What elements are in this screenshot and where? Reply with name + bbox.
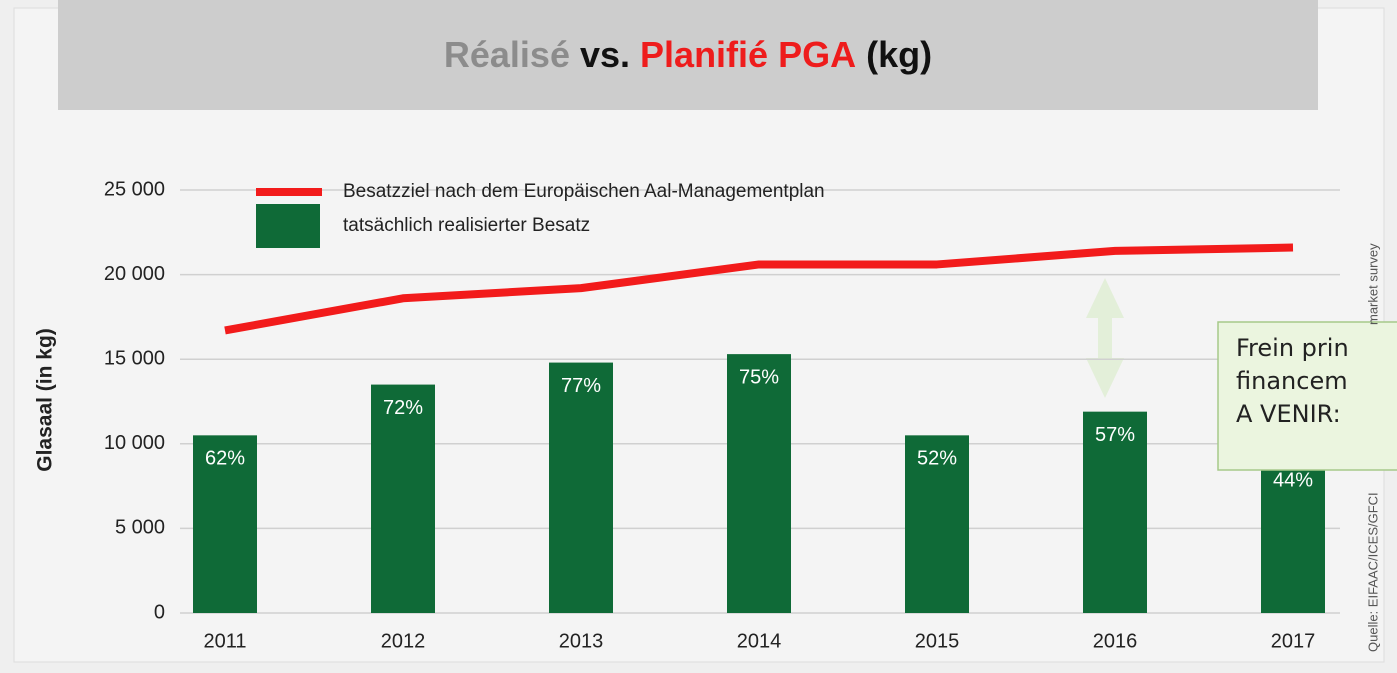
x-tick-label: 2017 xyxy=(1271,630,1316,652)
bar-label: 57% xyxy=(1095,424,1135,446)
annotation-text: Frein prin xyxy=(1236,334,1349,362)
y-axis-label: Glasaal (in kg) xyxy=(34,328,57,472)
bar-label: 44% xyxy=(1273,470,1313,492)
bar-label: 75% xyxy=(739,366,779,388)
legend-label: Besatzziel nach dem Europäischen Aal-Man… xyxy=(343,181,825,202)
bar xyxy=(193,435,257,613)
line xyxy=(224,243,1294,335)
bar xyxy=(905,435,969,613)
y-tick-label: 5 000 xyxy=(115,517,165,539)
title-part: Réalisé xyxy=(444,34,570,75)
x-tick-label: 2015 xyxy=(915,630,960,652)
bar xyxy=(1261,457,1325,613)
annotation-box xyxy=(1217,321,1397,471)
title-part: vs. xyxy=(580,34,630,75)
title-box xyxy=(58,0,1318,110)
source-text: Quelle: EIFAAC/ICES/GFCI xyxy=(1365,492,1380,652)
annotation-text: A VENIR: xyxy=(1236,400,1341,428)
chart-title: Réalisé vs. Planifié PGA (kg) xyxy=(444,34,932,75)
y-tick-label: 25 000 xyxy=(104,178,165,200)
bar xyxy=(371,384,435,613)
x-tick-label: 2012 xyxy=(381,630,426,652)
double-arrow xyxy=(1086,278,1124,398)
y-tick-label: 0 xyxy=(154,601,165,623)
x-tick-label: 2016 xyxy=(1093,630,1138,652)
y-tick-label: 15 000 xyxy=(104,347,165,369)
bar-label: 77% xyxy=(561,375,601,397)
bar xyxy=(549,362,613,613)
annotation-text: financem xyxy=(1236,367,1348,395)
x-tick-label: 2011 xyxy=(203,630,246,652)
bar xyxy=(1083,411,1147,613)
y-tick-label: 10 000 xyxy=(104,432,165,454)
bar-label: 52% xyxy=(917,448,957,470)
x-tick-label: 2013 xyxy=(559,630,604,652)
bar-label: 62% xyxy=(205,448,245,470)
source-text: market survey xyxy=(1365,243,1380,325)
y-tick-label: 20 000 xyxy=(104,263,165,285)
bar-label: 72% xyxy=(383,397,423,419)
legend-label: tatsächlich realisierter Besatz xyxy=(343,215,590,236)
legend-swatch xyxy=(256,204,320,248)
title-part: (kg) xyxy=(866,34,932,75)
bar xyxy=(727,354,791,613)
x-tick-label: 2014 xyxy=(737,630,782,652)
title-part: Planifié PGA xyxy=(640,34,856,75)
